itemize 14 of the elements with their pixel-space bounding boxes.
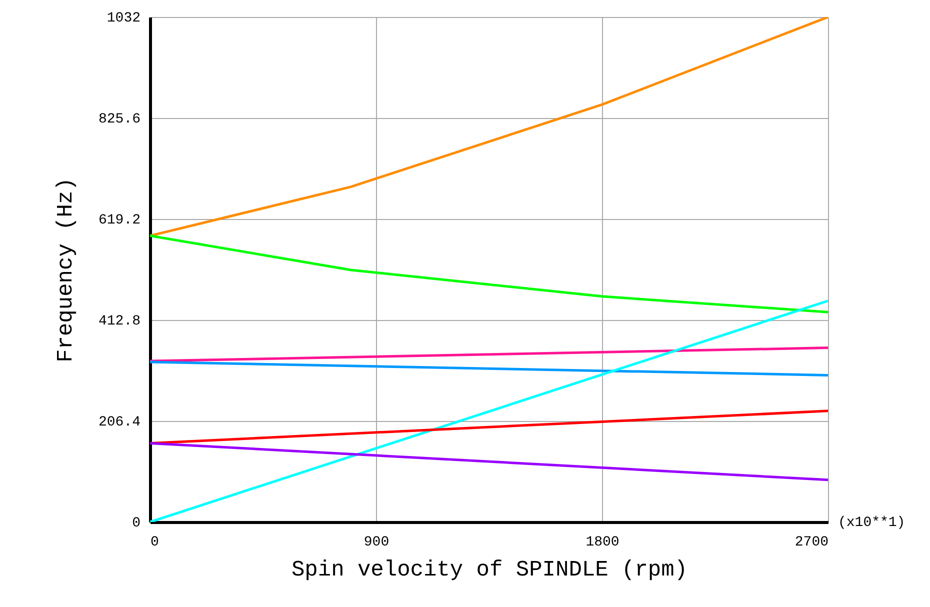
y-tick-label: 619.2 xyxy=(98,212,140,228)
y-tick-label: 0 xyxy=(132,516,140,532)
x-axis-title: Spin velocity of SPINDLE (rpm) xyxy=(291,558,688,582)
x-tick-label: 1800 xyxy=(586,534,620,550)
y-tick-label: 412.8 xyxy=(98,314,140,330)
x-tick-label: 900 xyxy=(364,534,390,550)
x-tick-label: 0 xyxy=(150,534,159,550)
y-tick-label: 1032 xyxy=(106,10,140,26)
y-tick-label: 206.4 xyxy=(98,414,140,430)
x-tick-label: 2700 xyxy=(794,534,828,550)
y-tick-label: 825.6 xyxy=(98,112,140,128)
line-series xyxy=(150,234,828,314)
text: (x10**1) xyxy=(838,515,906,531)
y-axis-title: Frequency (Hz) xyxy=(53,178,78,362)
